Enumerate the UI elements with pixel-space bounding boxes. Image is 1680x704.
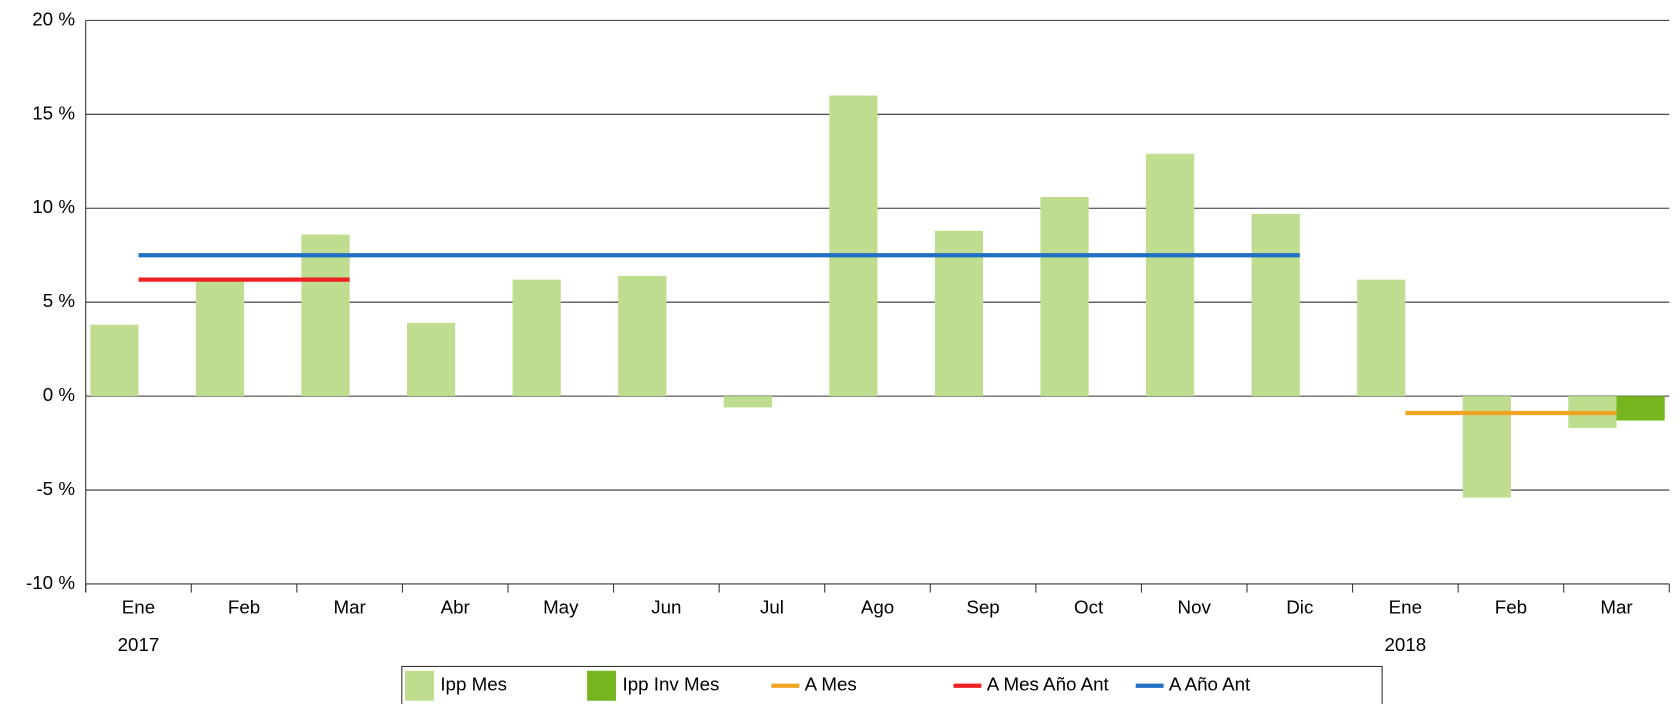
y-tick-label: 10 % (32, 196, 75, 217)
legend-label: A Año Ant (1169, 674, 1251, 695)
bar (1616, 396, 1665, 421)
x-tick-label: Nov (1178, 597, 1212, 618)
bar (723, 396, 772, 408)
x-tick-label: Oct (1074, 597, 1104, 618)
x-group-label: 2018 (1384, 634, 1426, 655)
x-tick-label: Ene (1389, 597, 1422, 618)
bar (829, 95, 878, 397)
legend-label: A Mes (805, 674, 857, 695)
bar (301, 234, 350, 397)
y-tick-label: 5 % (43, 290, 75, 311)
y-tick-label: 15 % (32, 102, 75, 123)
x-tick-label: Jul (760, 597, 784, 618)
bar (407, 322, 456, 397)
y-tick-label: -10 % (26, 572, 75, 593)
bar (1357, 279, 1406, 397)
y-tick-label: -5 % (36, 478, 75, 499)
legend-label: Ipp Inv Mes (623, 674, 720, 695)
x-tick-label: Sep (966, 597, 999, 618)
x-tick-label: Mar (1600, 597, 1632, 618)
y-tick-label: 0 % (43, 384, 75, 405)
x-tick-label: May (543, 597, 579, 618)
x-tick-label: Ene (122, 597, 155, 618)
bar (1040, 196, 1089, 397)
legend-label: Ipp Mes (440, 674, 507, 695)
bar (1146, 153, 1195, 397)
x-tick-label: Abr (441, 597, 470, 618)
bar (195, 279, 245, 397)
bar (512, 279, 561, 397)
x-tick-label: Dic (1286, 597, 1313, 618)
x-tick-label: Ago (861, 597, 894, 618)
legend-swatch (405, 670, 434, 701)
x-tick-label: Jun (651, 597, 681, 618)
x-tick-label: Mar (333, 597, 365, 618)
bar (934, 230, 984, 397)
legend-label: A Mes Año Ant (987, 674, 1110, 695)
bar (90, 324, 139, 397)
x-tick-label: Feb (1495, 597, 1527, 618)
x-tick-label: Feb (228, 597, 260, 618)
bar (618, 275, 667, 397)
y-tick-label: 20 % (32, 8, 75, 29)
legend-swatch (587, 670, 617, 701)
legend-box (401, 665, 1383, 704)
bar (1251, 213, 1300, 397)
x-group-label: 2017 (118, 634, 160, 655)
